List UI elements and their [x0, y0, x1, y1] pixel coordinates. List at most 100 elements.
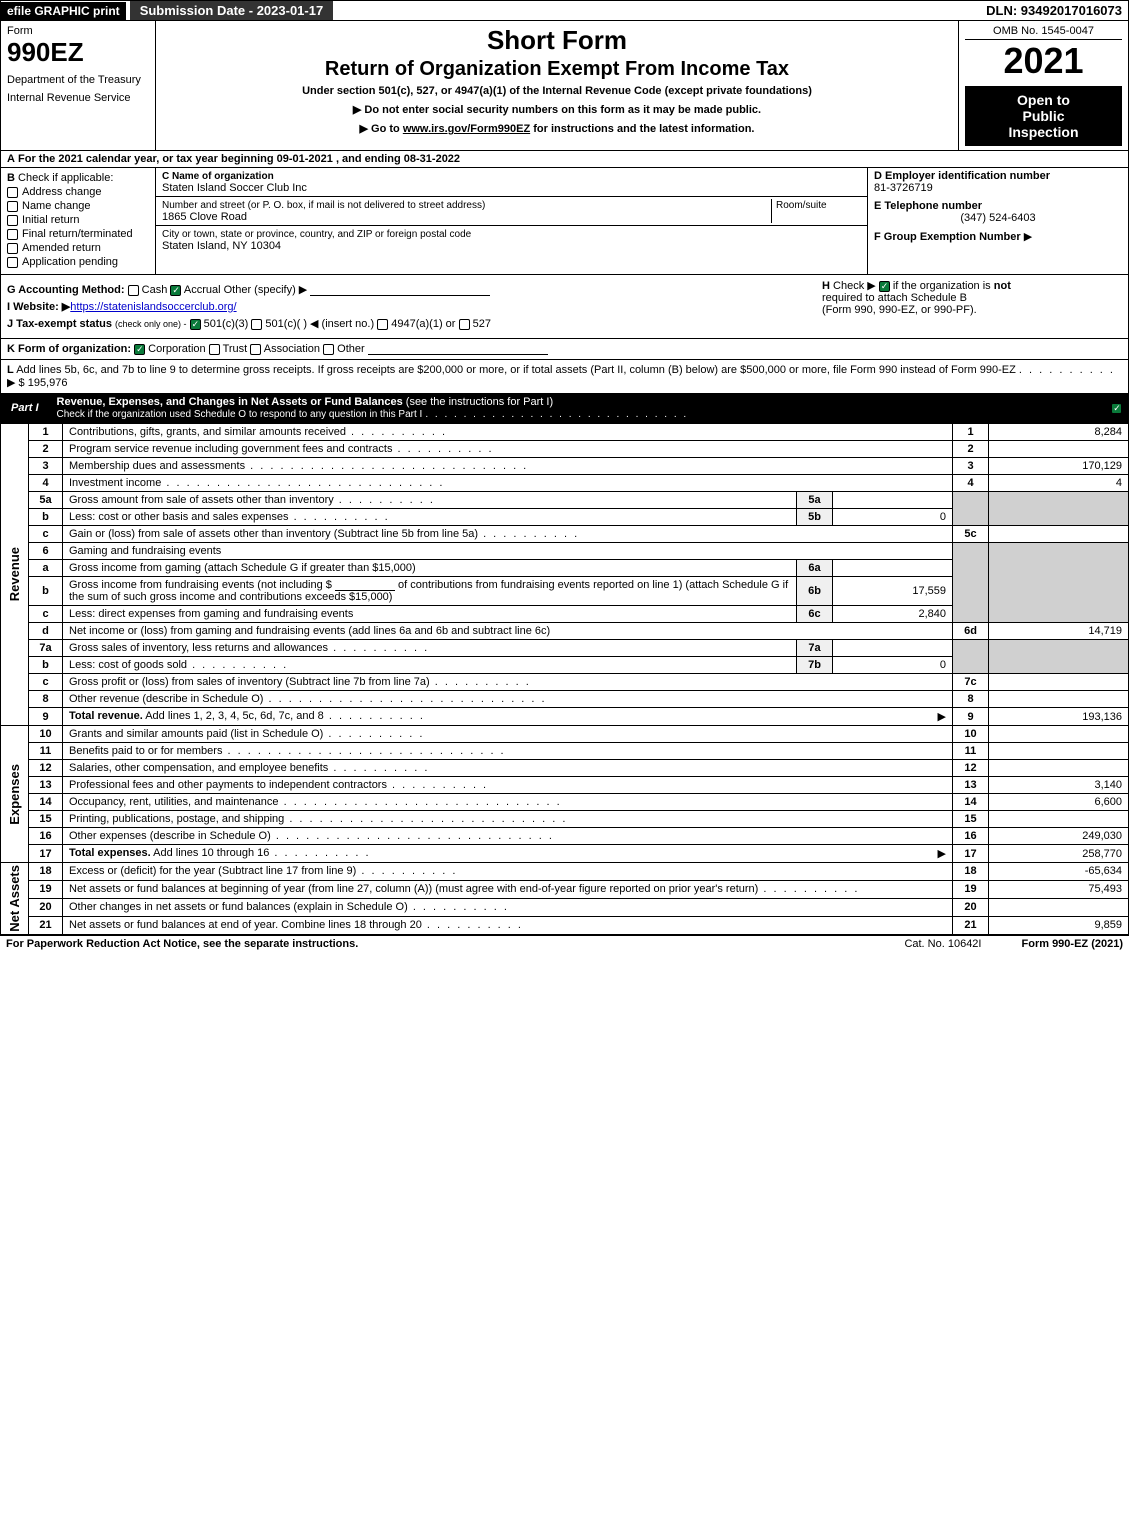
- line-14-colno: 14: [953, 794, 989, 811]
- line-12-value: [989, 760, 1129, 777]
- checkbox-4947a1[interactable]: [377, 319, 388, 330]
- line-16-no: 16: [29, 828, 63, 845]
- checkbox-application-pending[interactable]: [7, 257, 18, 268]
- line-13-no: 13: [29, 777, 63, 794]
- part-1-title: Revenue, Expenses, and Changes in Net As…: [49, 396, 1104, 420]
- line-15-desc: Printing, publications, postage, and shi…: [69, 813, 284, 825]
- line-8-no: 8: [29, 691, 63, 708]
- checkbox-address-change[interactable]: [7, 187, 18, 198]
- other-org-label: Other: [337, 343, 365, 355]
- line-14-value: 6,600: [989, 794, 1129, 811]
- check-if-applicable: Check if applicable:: [18, 172, 113, 184]
- cat-number: Cat. No. 10642I: [904, 938, 981, 950]
- checkbox-accrual[interactable]: [170, 285, 181, 296]
- checkbox-schedule-o-used[interactable]: [1111, 403, 1122, 414]
- line-16-desc: Other expenses (describe in Schedule O): [69, 830, 271, 842]
- ein-label: D Employer identification number: [874, 170, 1122, 182]
- public: Public: [969, 108, 1118, 124]
- checkbox-amended-return[interactable]: [7, 243, 18, 254]
- other-org-blank[interactable]: [368, 354, 548, 355]
- line-7a-subno: 7a: [797, 640, 833, 657]
- line-20-no: 20: [29, 898, 63, 916]
- line-14-no: 14: [29, 794, 63, 811]
- line-1-value: 8,284: [989, 424, 1129, 441]
- line-12-colno: 12: [953, 760, 989, 777]
- open-public-inspection: Open to Public Inspection: [965, 86, 1122, 146]
- line-18-desc: Excess or (deficit) for the year (Subtra…: [69, 865, 356, 877]
- line-9-desc: Total revenue.: [69, 710, 143, 722]
- checkbox-association[interactable]: [250, 344, 261, 355]
- street-address: 1865 Clove Road: [162, 211, 247, 223]
- label-a: A: [7, 153, 15, 165]
- label-l: L: [7, 364, 14, 376]
- line-4-desc: Investment income: [69, 477, 161, 489]
- line-21-no: 21: [29, 916, 63, 934]
- line-10-colno: 10: [953, 726, 989, 743]
- checkbox-final-return[interactable]: [7, 229, 18, 240]
- section-bcdef: B Check if applicable: Address change Na…: [0, 168, 1129, 275]
- tax-exempt-label: J Tax-exempt status: [7, 318, 112, 330]
- line-6b-subno: 6b: [797, 577, 833, 606]
- website-link[interactable]: https://statenislandsoccerclub.org/: [70, 301, 236, 313]
- line-6a-desc: Gross income from gaming (attach Schedul…: [69, 562, 416, 574]
- checkbox-501c[interactable]: [251, 319, 262, 330]
- checkbox-initial-return[interactable]: [7, 215, 18, 226]
- address-change-label: Address change: [22, 186, 102, 198]
- checkbox-501c3[interactable]: [190, 319, 201, 330]
- checkbox-cash[interactable]: [128, 285, 139, 296]
- line-5b-desc: Less: cost or other basis and sales expe…: [69, 511, 289, 523]
- revenue-section-label: Revenue: [1, 424, 29, 726]
- line-20-value: [989, 898, 1129, 916]
- other-specify-label: Other (specify) ▶: [224, 284, 308, 296]
- line-20-desc: Other changes in net assets or fund bala…: [69, 901, 408, 913]
- line-17-arrow: ▶: [938, 847, 946, 860]
- inspection: Inspection: [969, 124, 1118, 140]
- line-3-desc: Membership dues and assessments: [69, 460, 245, 472]
- line-11-desc: Benefits paid to or for members: [69, 745, 222, 757]
- line-17-colno: 17: [953, 845, 989, 863]
- line-5a-subval: [833, 492, 953, 509]
- checkbox-corporation[interactable]: [134, 344, 145, 355]
- checkbox-schedule-b-not-required[interactable]: [879, 281, 890, 292]
- accrual-label: Accrual: [184, 284, 221, 296]
- line-5b-no: b: [29, 509, 63, 526]
- open-to: Open to: [969, 92, 1118, 108]
- instr2-post: for instructions and the latest informat…: [530, 123, 754, 135]
- efile-label[interactable]: efile GRAPHIC print: [1, 2, 126, 20]
- other-specify-blank[interactable]: [310, 295, 490, 296]
- expenses-section-label: Expenses: [1, 726, 29, 863]
- line-12-no: 12: [29, 760, 63, 777]
- paperwork-reduction-notice: For Paperwork Reduction Act Notice, see …: [6, 938, 904, 950]
- org-name-label: C Name of organization: [162, 171, 274, 182]
- line-1-desc: Contributions, gifts, grants, and simila…: [69, 426, 346, 438]
- line-4-colno: 4: [953, 475, 989, 492]
- checkbox-name-change[interactable]: [7, 201, 18, 212]
- form-footer-label: Form 990-EZ (2021): [1022, 938, 1124, 950]
- line-7c-no: c: [29, 674, 63, 691]
- line-6b-no: b: [29, 577, 63, 606]
- section-a-text: For the 2021 calendar year, or tax year …: [18, 153, 460, 165]
- line-7a-no: 7a: [29, 640, 63, 657]
- line-8-colno: 8: [953, 691, 989, 708]
- line-9-desc2: Add lines 1, 2, 3, 4, 5c, 6d, 7c, and 8: [143, 710, 324, 722]
- line-10-no: 10: [29, 726, 63, 743]
- checkbox-trust[interactable]: [209, 344, 220, 355]
- goto-instructions: ▶ Go to www.irs.gov/Form990EZ for instru…: [162, 122, 952, 135]
- line-5c-colno: 5c: [953, 526, 989, 543]
- line-17-desc: Total expenses.: [69, 847, 151, 859]
- line-2-desc: Program service revenue including govern…: [69, 443, 392, 455]
- h-not: not: [994, 280, 1011, 292]
- irs-link[interactable]: www.irs.gov/Form990EZ: [403, 123, 530, 135]
- name-change-label: Name change: [22, 200, 91, 212]
- line-21-value: 9,859: [989, 916, 1129, 934]
- h-text4: required to attach Schedule B: [822, 292, 967, 304]
- dept-irs: Internal Revenue Service: [7, 92, 149, 104]
- instr2-pre: ▶ Go to: [360, 123, 403, 135]
- checkbox-527[interactable]: [459, 319, 470, 330]
- part-1-header: Part I Revenue, Expenses, and Changes in…: [0, 394, 1129, 423]
- line-5c-value: [989, 526, 1129, 543]
- line-21-colno: 21: [953, 916, 989, 934]
- checkbox-other-org[interactable]: [323, 344, 334, 355]
- line-5b-subval: 0: [833, 509, 953, 526]
- line-16-value: 249,030: [989, 828, 1129, 845]
